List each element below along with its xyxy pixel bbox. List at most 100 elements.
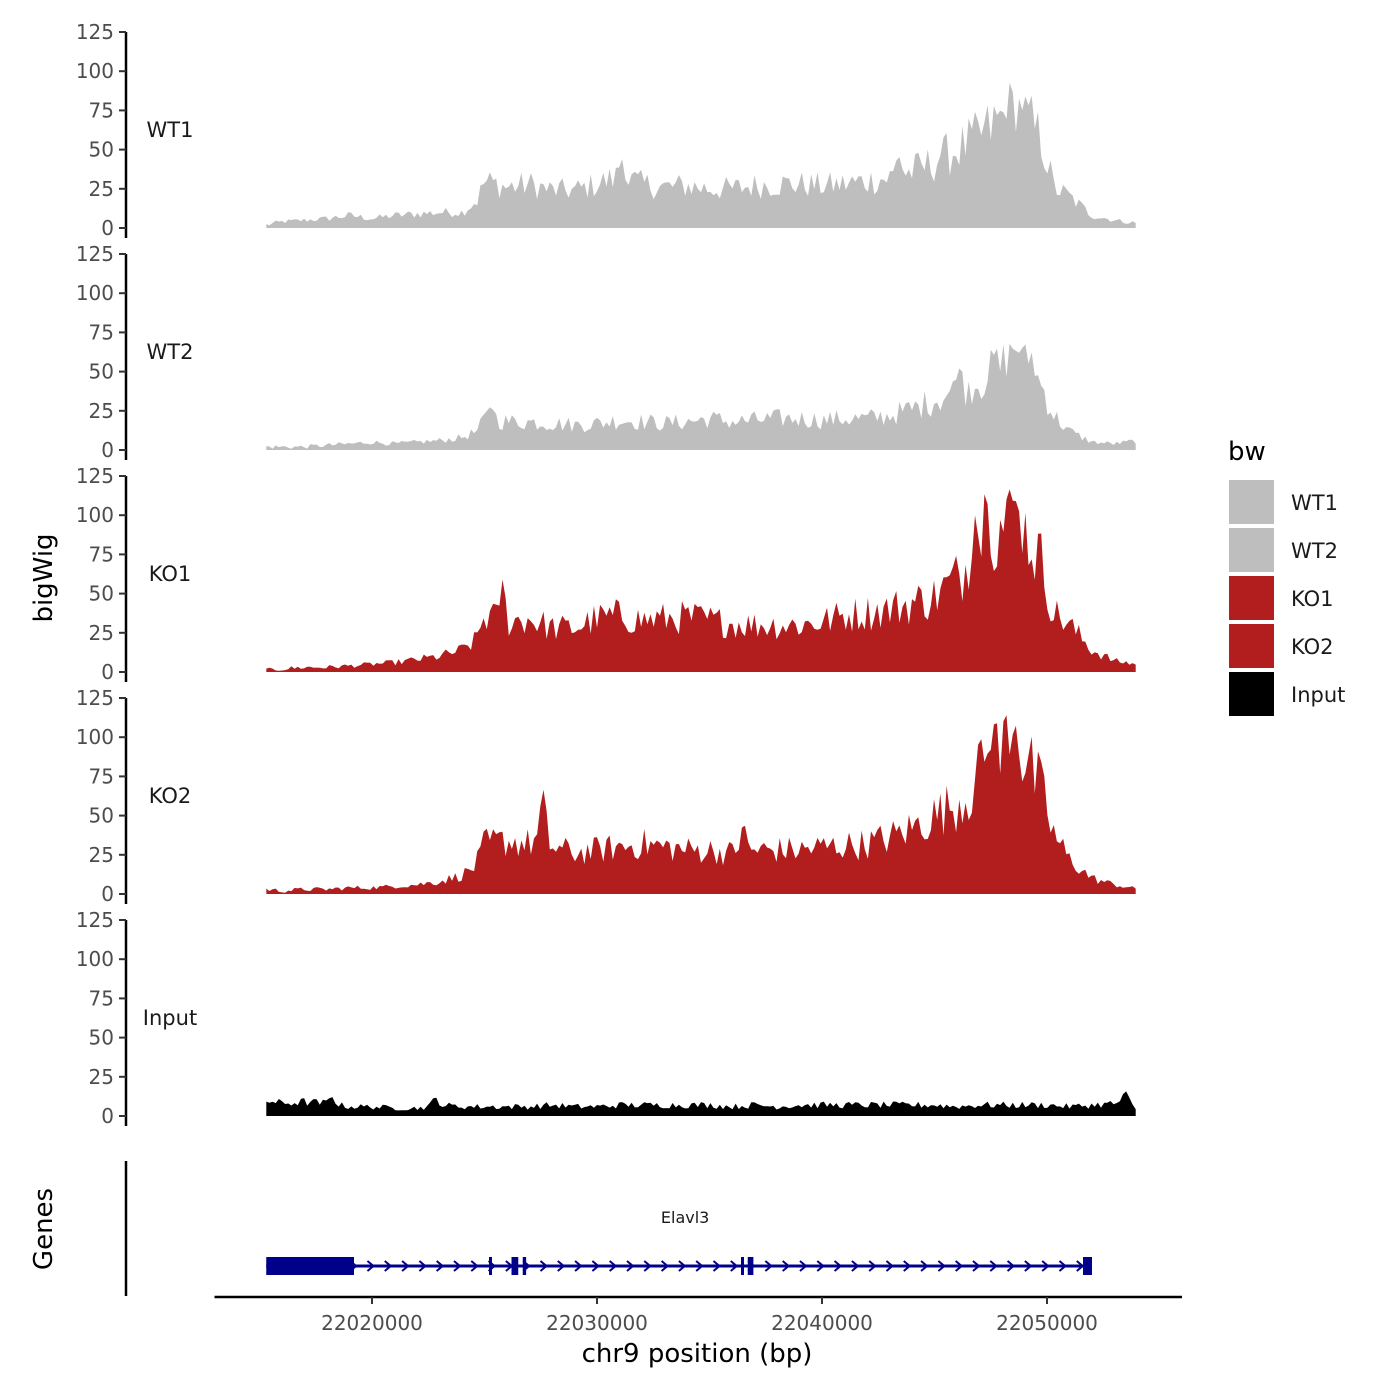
strand-arrow — [764, 1260, 773, 1272]
coverage-area-wt1 — [266, 82, 1136, 228]
strand-arrow — [730, 1260, 739, 1272]
track-input: 0 25 50 75 100 125 Input — [76, 908, 1136, 1128]
x-axis: 22020000 22030000 22040000 22050000 — [214, 1295, 1182, 1335]
legend-swatch — [1229, 528, 1274, 572]
strand-arrow — [366, 1260, 376, 1272]
strand-arrow — [955, 1260, 964, 1272]
track-ko1: 0 25 50 75 100 125 KO1 — [76, 464, 1136, 684]
strand-arrow — [1058, 1260, 1068, 1272]
y-tick-label: 50 — [89, 804, 114, 828]
y-tick-label: 25 — [89, 843, 114, 867]
y-tick-label: 100 — [76, 281, 114, 305]
coverage-area-ko2 — [266, 715, 1136, 894]
coverage-area-input — [266, 1091, 1136, 1116]
strand-arrow — [678, 1260, 687, 1272]
y-tick-label: 25 — [89, 621, 114, 645]
y-tick-label: 50 — [89, 360, 114, 384]
legend-label: KO1 — [1291, 587, 1334, 611]
y-tick-label: 25 — [89, 1065, 114, 1089]
y-tick-label: 125 — [76, 686, 114, 710]
gene-exon — [489, 1257, 492, 1275]
gene-exon — [522, 1257, 527, 1275]
strand-arrow — [470, 1260, 479, 1272]
strand-arrow — [937, 1260, 946, 1272]
coverage-area-wt2 — [266, 343, 1136, 450]
legend-title: bw — [1228, 437, 1266, 467]
legend-swatch — [1229, 480, 1274, 524]
strand-arrow — [989, 1260, 998, 1272]
legend-swatch — [1229, 576, 1274, 620]
gene-label: Elavl3 — [661, 1208, 709, 1227]
y-axis-title: bigWig — [29, 533, 59, 622]
strand-arrow — [799, 1260, 808, 1272]
x-tick-label: 22040000 — [771, 1311, 873, 1335]
strand-arrow — [816, 1260, 825, 1272]
strand-arrow — [591, 1260, 600, 1272]
strand-arrow — [833, 1260, 843, 1272]
strand-arrow — [868, 1260, 877, 1272]
y-tick-label: 100 — [76, 947, 114, 971]
gene-exon — [511, 1257, 519, 1275]
strand-arrow — [643, 1260, 652, 1272]
legend-item-ko1: KO1 — [1229, 576, 1334, 620]
strand-arrow — [626, 1260, 635, 1272]
legend-item-wt1: WT1 — [1229, 480, 1338, 524]
gene-exon — [266, 1257, 354, 1275]
strand-arrow — [972, 1260, 981, 1272]
track-wt2: 0 25 50 75 100 125 WT2 — [76, 242, 1136, 462]
y-tick-label: 75 — [89, 764, 114, 788]
y-tick-label: 100 — [76, 725, 114, 749]
strand-arrow — [695, 1260, 704, 1272]
track-label: KO2 — [149, 784, 192, 808]
y-tick-label: 25 — [89, 399, 114, 423]
legend-label: KO2 — [1291, 635, 1334, 659]
y-tick-label: 75 — [89, 98, 114, 122]
y-tick-label: 0 — [101, 1104, 114, 1128]
gene-model: Elavl3 — [266, 1208, 1092, 1275]
genes-axis-title: Genes — [29, 1188, 59, 1270]
strand-arrow — [418, 1260, 427, 1272]
strand-arrow — [401, 1260, 410, 1272]
y-tick-label: 50 — [89, 582, 114, 606]
x-axis-title: chr9 position (bp) — [582, 1339, 813, 1369]
legend-swatch — [1229, 624, 1274, 668]
coverage-area-ko1 — [266, 489, 1136, 672]
x-tick-label: 22030000 — [546, 1311, 648, 1335]
y-tick-label: 50 — [89, 138, 114, 162]
strand-arrow — [1076, 1260, 1085, 1272]
gene-exon — [747, 1257, 754, 1275]
strand-arrow — [453, 1260, 462, 1272]
strand-arrow — [557, 1260, 566, 1272]
y-tick-label: 100 — [76, 59, 114, 83]
legend-item-ko2: KO2 — [1229, 624, 1334, 668]
y-tick-label: 125 — [76, 464, 114, 488]
strand-arrow — [903, 1260, 912, 1272]
legend-swatch — [1229, 672, 1274, 716]
legend-item-input: Input — [1229, 672, 1345, 716]
gene-exon — [1083, 1257, 1092, 1275]
y-tick-label: 75 — [89, 320, 114, 344]
strand-arrow — [920, 1260, 929, 1272]
y-tick-label: 75 — [89, 542, 114, 566]
strand-arrow — [539, 1260, 549, 1272]
y-tick-label: 75 — [89, 986, 114, 1010]
strand-arrow — [885, 1260, 895, 1272]
y-tick-label: 125 — [76, 20, 114, 44]
strand-arrow — [1024, 1260, 1033, 1272]
track-label: WT2 — [147, 340, 194, 364]
gene-exon — [741, 1257, 744, 1275]
y-tick-label: 125 — [76, 908, 114, 932]
y-tick-label: 0 — [101, 660, 114, 684]
strand-arrow — [609, 1260, 618, 1272]
legend-item-wt2: WT2 — [1229, 528, 1338, 572]
strand-arrow — [384, 1260, 393, 1272]
y-tick-label: 50 — [89, 1026, 114, 1050]
strand-arrow — [660, 1260, 670, 1272]
track-wt1: 0 25 50 75 100 125 WT1 — [76, 20, 1136, 240]
legend: WT1 WT2 KO1 KO2 Input — [1229, 480, 1345, 716]
y-tick-label: 125 — [76, 242, 114, 266]
strand-arrow — [712, 1260, 722, 1272]
legend-label: WT2 — [1291, 539, 1338, 563]
y-tick-label: 0 — [101, 216, 114, 240]
